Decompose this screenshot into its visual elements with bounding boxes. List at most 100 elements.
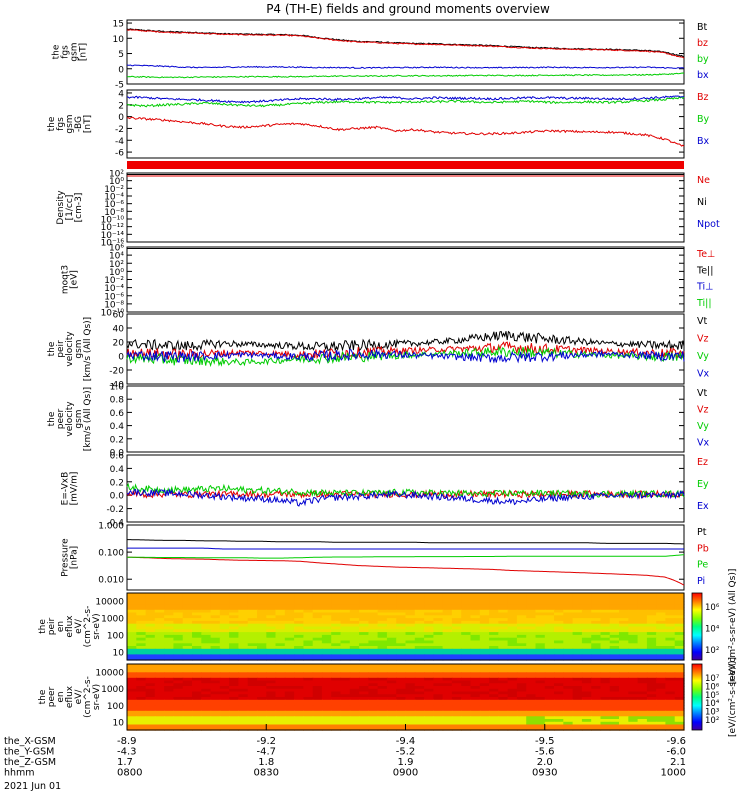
heatmap-cell: [591, 686, 602, 690]
heatmap-cell: [238, 640, 249, 644]
colorbar-tick-label: 10⁴: [705, 699, 720, 709]
heatmap-cell: [414, 719, 425, 723]
heatmap-cell: [591, 672, 602, 676]
heatmap-cell: [182, 593, 193, 597]
heatmap-cell: [535, 697, 546, 701]
heatmap-cell: [303, 683, 314, 687]
heatmap-cell: [433, 620, 444, 625]
heatmap-cell: [275, 637, 286, 642]
heatmap-cell: [349, 708, 360, 712]
heatmap-cell: [563, 672, 574, 676]
heatmap-cell: [284, 688, 295, 693]
heatmap-cell: [609, 666, 620, 671]
heatmap-cell: [516, 632, 527, 636]
heatmap-cell: [247, 691, 258, 695]
heatmap-cell: [257, 618, 267, 622]
heatmap-cell: [340, 688, 351, 693]
heatmap-cell: [340, 626, 351, 630]
heatmap-cell: [489, 697, 499, 701]
heatmap-cell: [451, 683, 462, 687]
heatmap-cell: [646, 632, 657, 636]
heatmap-cell: [182, 654, 193, 658]
heatmap-cell: [526, 598, 537, 602]
heatmap-cell: [154, 691, 165, 695]
heatmap-cell: [619, 643, 629, 647]
x-tick-label: 0800: [117, 768, 142, 779]
y-axis-label: the: [52, 44, 62, 59]
colorbar-tick-label: 10⁶: [705, 682, 720, 692]
heatmap-cell: [294, 686, 304, 690]
legend-bz: Bz: [697, 92, 709, 103]
heatmap-cell: [192, 607, 202, 611]
y-axis-label: [nPa]: [70, 546, 80, 569]
heatmap-cell: [600, 654, 611, 658]
heatmap-cell: [591, 598, 602, 602]
heatmap-cell: [581, 686, 592, 690]
heatmap-cell: [275, 710, 286, 715]
heatmap-cell: [600, 618, 611, 622]
heatmap-cell: [331, 654, 342, 658]
heatmap-cell: [656, 620, 666, 625]
y-tick-label: 0: [118, 113, 124, 123]
heatmap-cell: [284, 651, 295, 655]
heatmap-cell: [145, 710, 156, 715]
series-line-pi: [127, 547, 684, 550]
heatmap-cell: [581, 708, 592, 712]
heatmap-cell: [470, 683, 481, 687]
heatmap-cell: [433, 686, 444, 690]
heatmap-cell: [526, 694, 537, 698]
heatmap-cell: [665, 688, 676, 693]
heatmap-cell: [284, 640, 295, 644]
heatmap-cell: [154, 657, 165, 661]
heatmap-cell: [637, 677, 648, 682]
heatmap-cell: [154, 620, 165, 625]
heatmap-cell: [489, 604, 499, 608]
heatmap-cell: [405, 680, 416, 684]
heatmap-cell: [127, 651, 137, 655]
heatmap-cell: [247, 595, 258, 600]
heatmap-cell: [544, 716, 555, 720]
heatmap-cell: [498, 708, 509, 712]
heatmap-cell: [563, 604, 574, 608]
heatmap-cell: [368, 651, 379, 655]
y-axis-label: velocity: [65, 331, 75, 367]
red-band: [127, 161, 684, 169]
heatmap-cell: [609, 632, 620, 636]
heatmap-cell: [600, 680, 611, 684]
heatmap-cell: [433, 672, 444, 676]
heatmap-cell: [229, 727, 239, 731]
heatmap-cell: [275, 672, 286, 676]
heatmap-cell: [368, 634, 379, 639]
heatmap-cell: [210, 705, 221, 709]
heatmap-cell: [572, 702, 583, 706]
heatmap-cell: [284, 646, 295, 650]
heatmap-cell: [646, 593, 657, 597]
heatmap-cell: [173, 664, 184, 668]
heatmap-cell: [247, 677, 258, 682]
heatmap-cell: [238, 683, 249, 687]
heatmap-cell: [294, 680, 304, 684]
heatmap-cell: [637, 680, 648, 684]
heatmap-cell: [479, 643, 490, 647]
heatmap-cell: [442, 646, 453, 650]
y-axis-label: peir: [47, 617, 57, 635]
heatmap-cell: [526, 646, 537, 650]
heatmap-cell: [544, 623, 555, 628]
heatmap-cell: [294, 637, 304, 642]
heatmap-cell: [359, 713, 369, 717]
heatmap-cell: [349, 648, 360, 653]
heatmap-cell: [470, 721, 481, 726]
heatmap-cell: [219, 694, 230, 698]
heatmap-cell: [386, 708, 397, 712]
heatmap-cell: [479, 666, 490, 671]
heatmap-cell: [182, 601, 193, 605]
heatmap-cell: [665, 724, 676, 728]
heatmap-cell: [145, 640, 156, 644]
heatmap-cell: [414, 607, 425, 611]
heatmap-cell: [154, 724, 165, 728]
heatmap-cell: [192, 634, 202, 639]
heatmap-cell: [665, 702, 676, 706]
heatmap-cell: [229, 601, 239, 605]
heatmap-cell: [321, 601, 332, 605]
heatmap-cell: [192, 640, 202, 644]
